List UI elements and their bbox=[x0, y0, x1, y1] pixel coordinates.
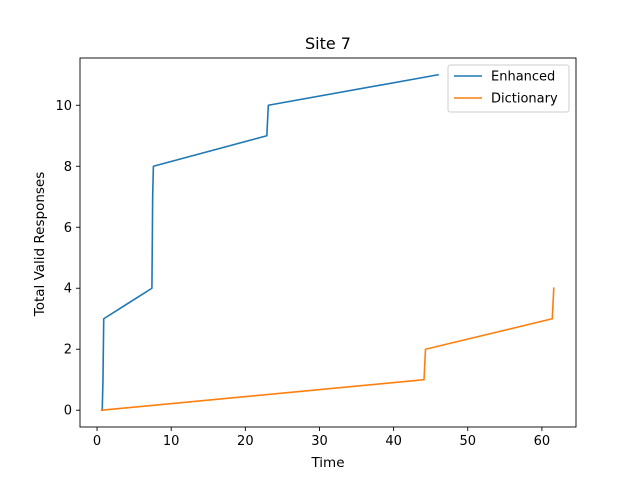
y-axis-label: Total Valid Responses bbox=[32, 172, 48, 318]
y-tick-label: 0 bbox=[64, 404, 72, 419]
legend-label-enhanced: Enhanced bbox=[491, 70, 555, 85]
x-axis-label: Time bbox=[310, 455, 344, 471]
x-tick-label: 10 bbox=[163, 434, 180, 449]
y-tick-label: 2 bbox=[64, 343, 72, 358]
chart-title: Site 7 bbox=[305, 34, 351, 53]
series-line-dictionary bbox=[100, 287, 555, 412]
y-tick-label: 10 bbox=[55, 99, 72, 114]
x-tick-label: 30 bbox=[311, 434, 328, 449]
x-tick-label: 50 bbox=[459, 434, 476, 449]
legend: Enhanced Dictionary bbox=[447, 64, 570, 113]
y-tick-label: 8 bbox=[64, 160, 72, 175]
x-tick-label: 60 bbox=[534, 434, 551, 449]
legend-label-dictionary: Dictionary bbox=[491, 92, 558, 107]
x-tick-label: 20 bbox=[237, 434, 254, 449]
x-tick-label: 0 bbox=[93, 434, 101, 449]
x-tick-label: 40 bbox=[385, 434, 402, 449]
y-tick-label: 6 bbox=[64, 221, 72, 236]
series-line-enhanced bbox=[101, 73, 440, 412]
axes-frame bbox=[79, 57, 577, 428]
y-tick-label: 4 bbox=[64, 282, 72, 297]
plot-area bbox=[100, 73, 555, 412]
axes: 0 10 20 30 40 50 60 0 2 4 6 8 10 bbox=[55, 57, 577, 449]
